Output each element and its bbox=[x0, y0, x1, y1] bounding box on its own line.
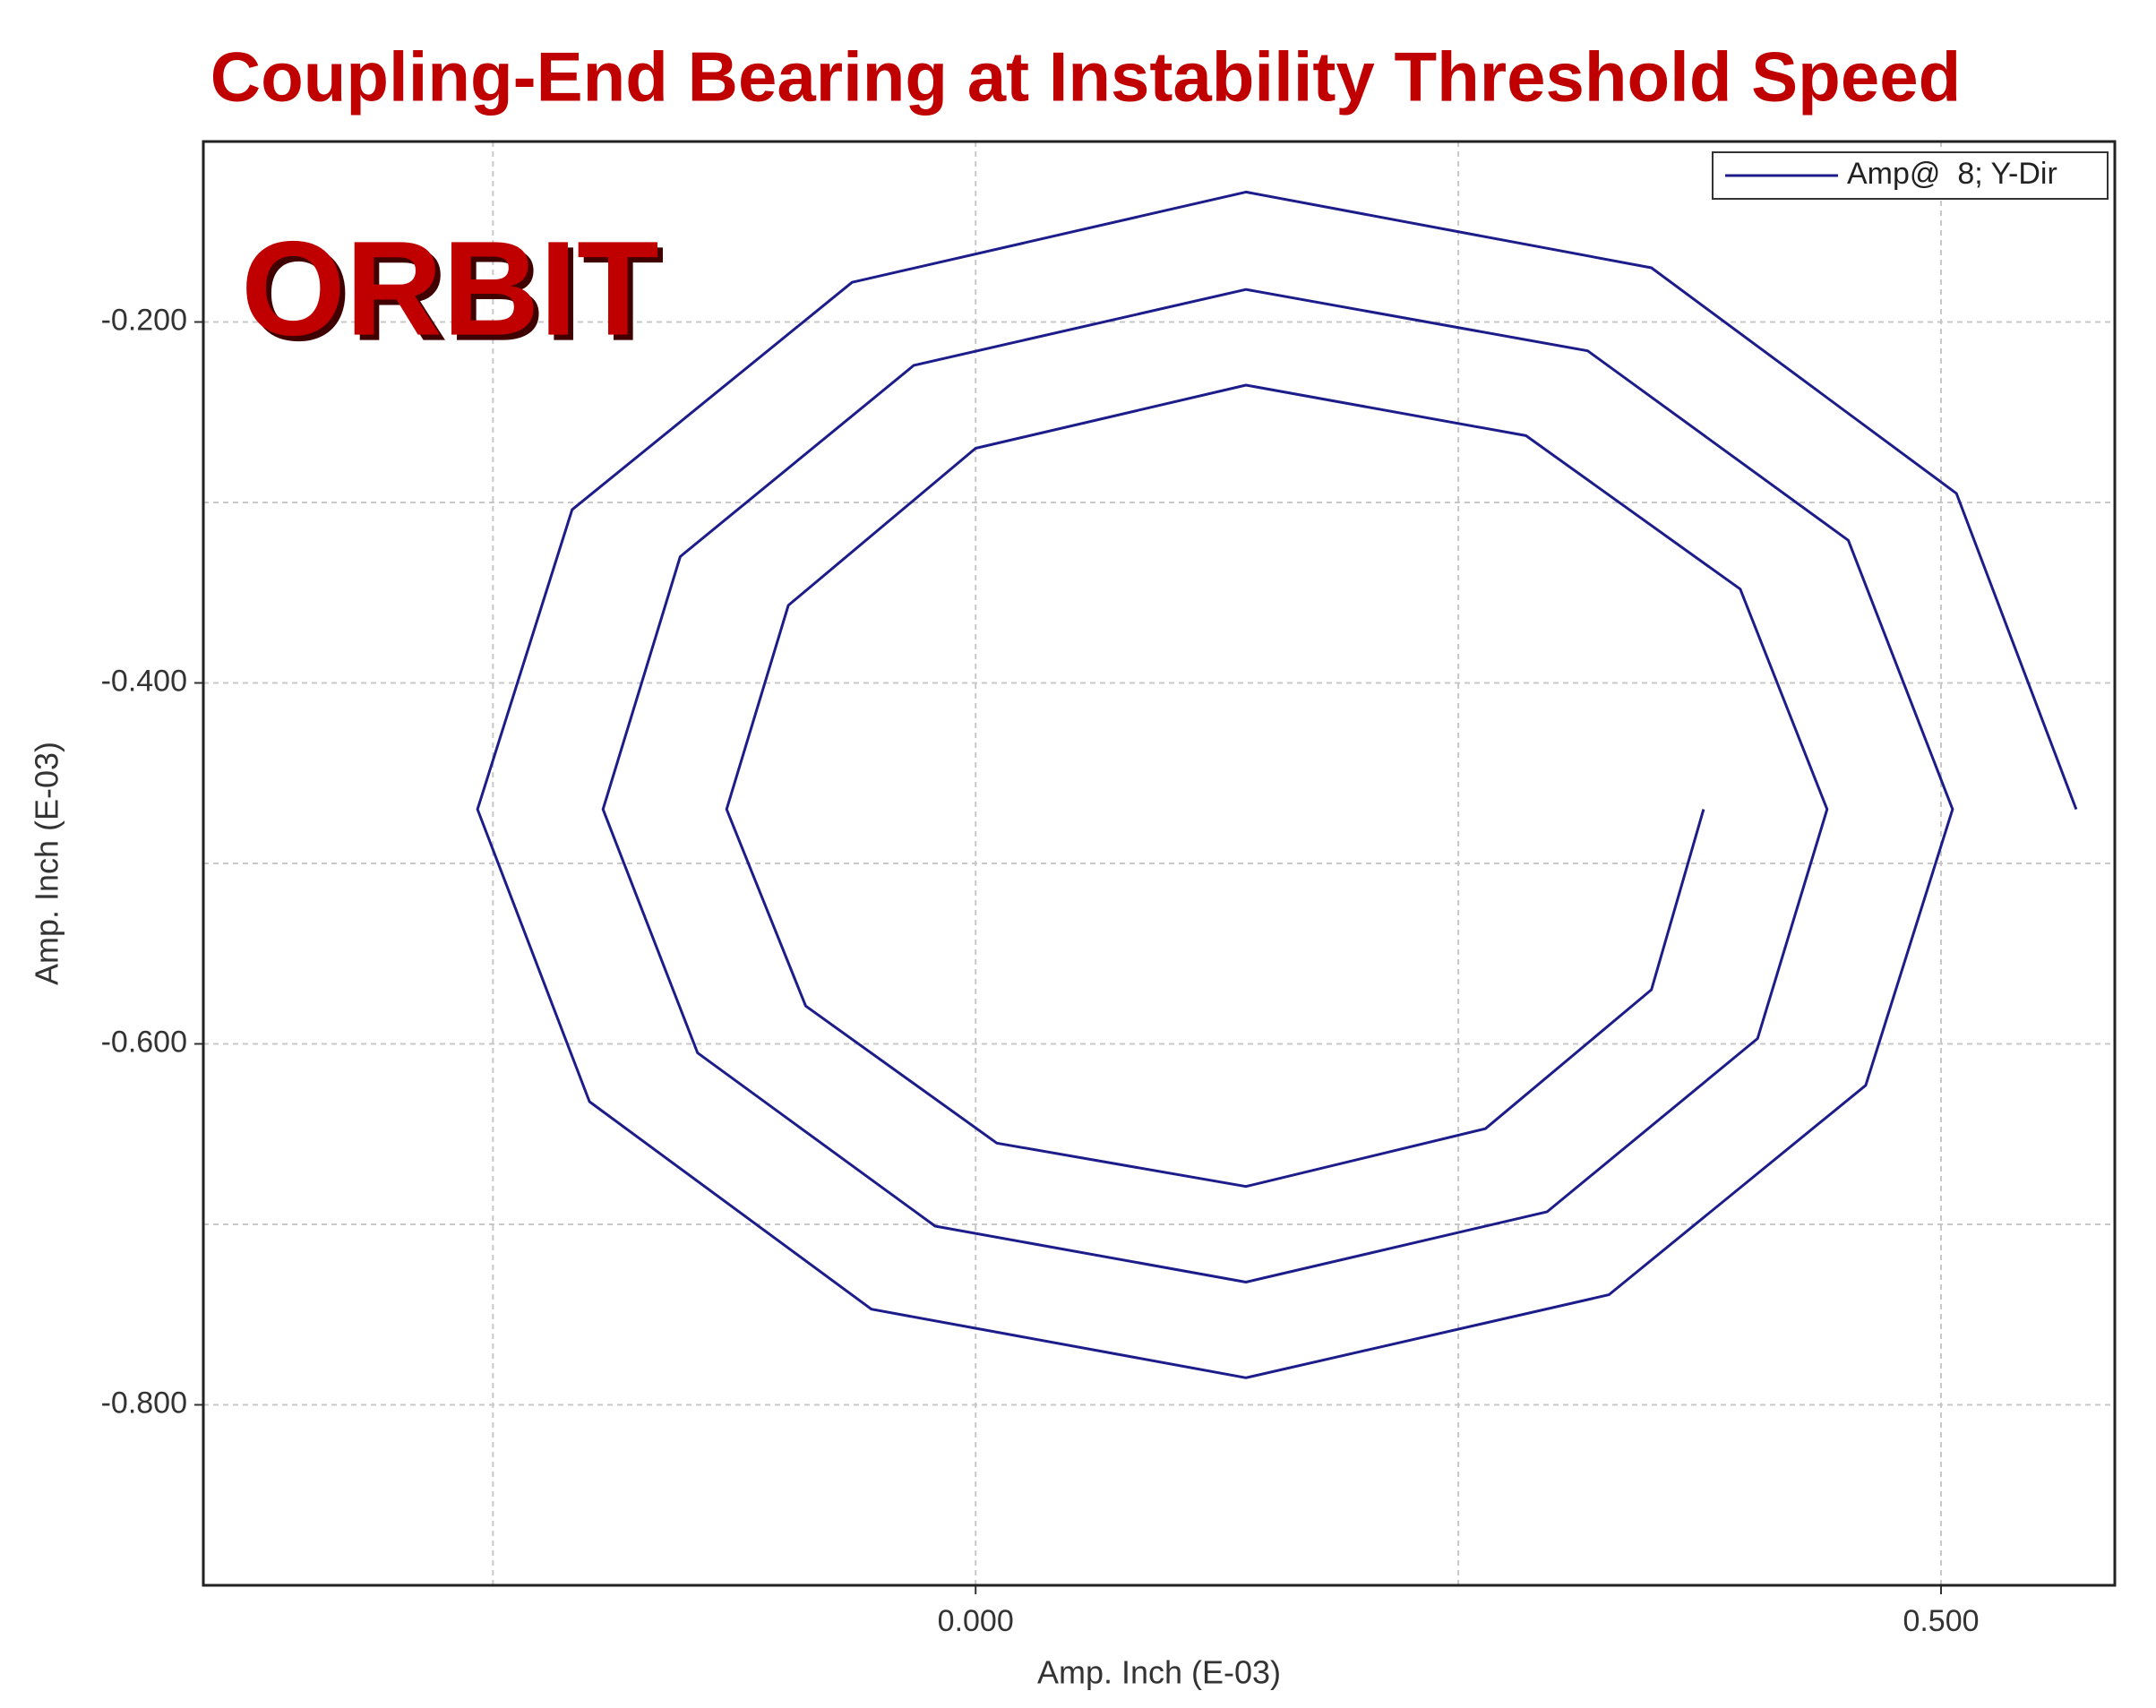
y-tick-label: -0.200 bbox=[101, 303, 187, 337]
legend-label: Amp@ 8; Y-Dir bbox=[1847, 157, 2057, 191]
y-tick-label: -0.400 bbox=[101, 664, 187, 698]
y-tick-label: -0.800 bbox=[101, 1386, 187, 1420]
y-axis-label: Amp. Inch (E-03) bbox=[29, 742, 65, 985]
y-tick-label: -0.600 bbox=[101, 1025, 187, 1059]
annotation: ORBIT bbox=[241, 213, 659, 364]
x-axis-label: Amp. Inch (E-03) bbox=[1037, 1654, 1281, 1691]
plot-frame bbox=[202, 140, 2117, 1587]
x-tick-label: 0.500 bbox=[1903, 1604, 1979, 1638]
x-tick-label: 0.000 bbox=[938, 1604, 1014, 1638]
chart-title: Coupling-End Bearing at Instability Thre… bbox=[210, 38, 1961, 116]
annotation-shadow: ORBIT bbox=[246, 219, 665, 369]
orbit-line bbox=[476, 190, 2078, 1379]
